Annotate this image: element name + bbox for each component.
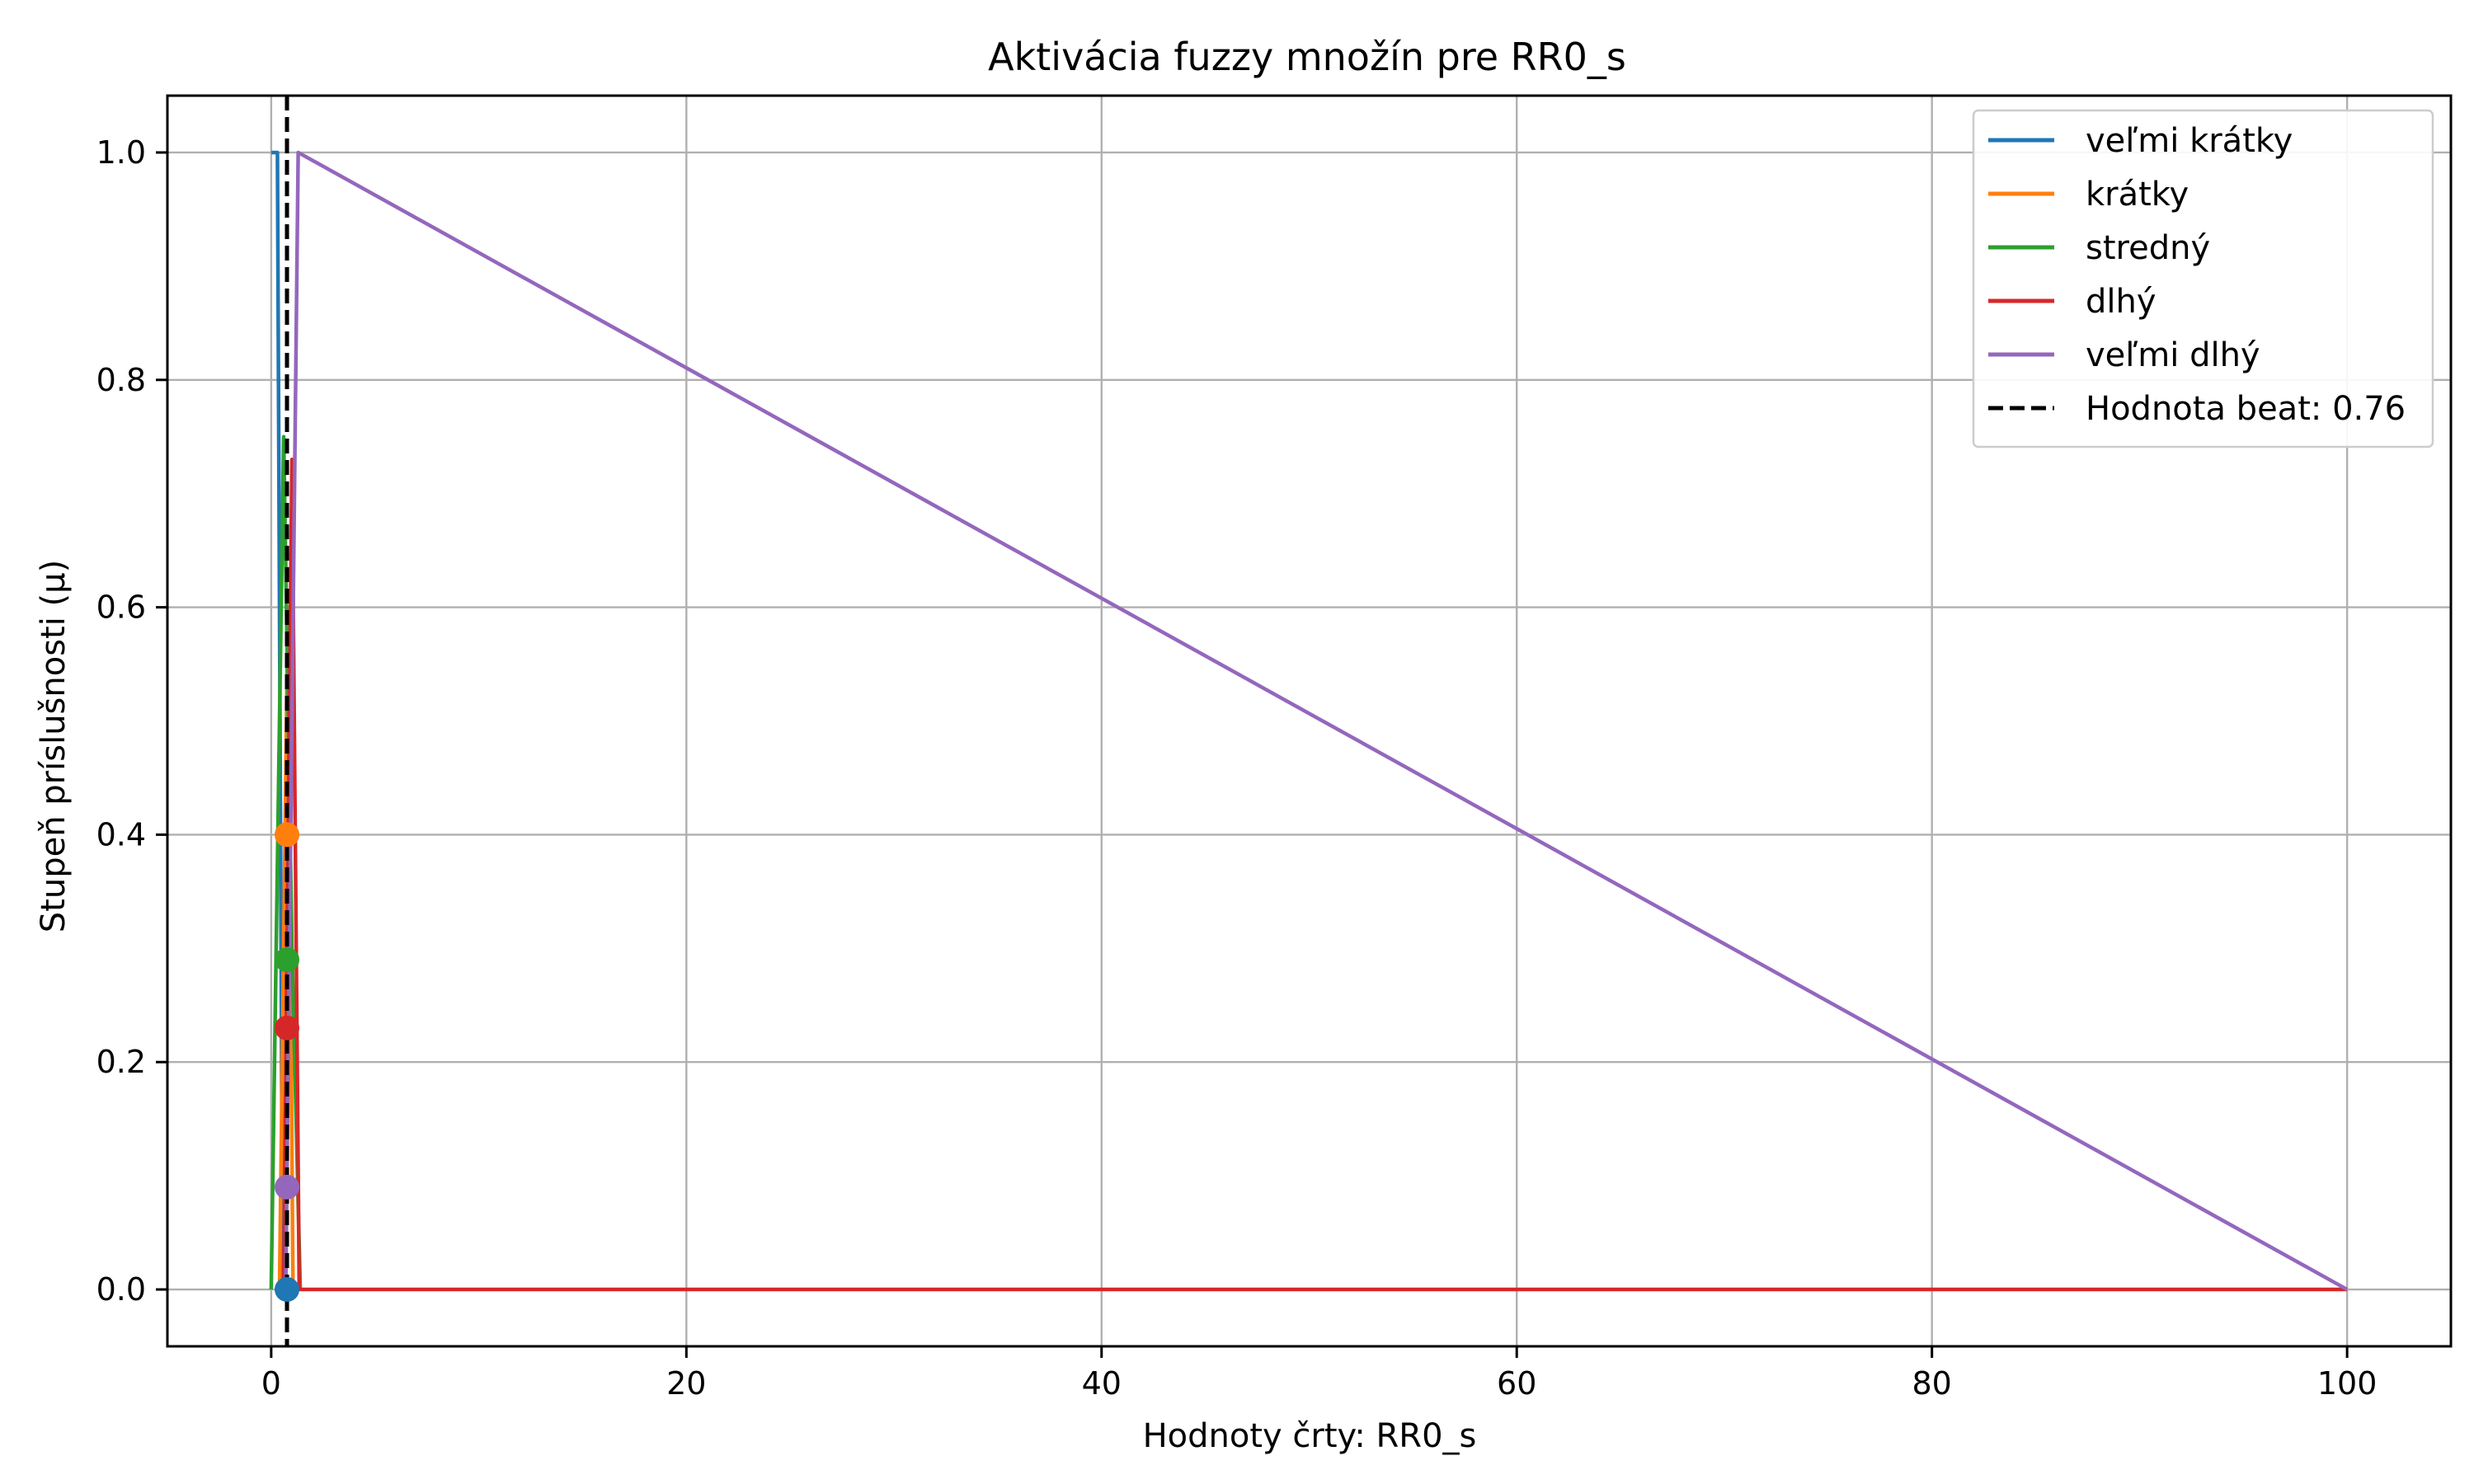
x-tick-label: 80	[1912, 1365, 1952, 1402]
y-tick-label: 0.0	[96, 1271, 146, 1308]
legend-label: krátky	[2086, 176, 2189, 214]
x-tick-label: 0	[261, 1365, 281, 1402]
series-line-4	[284, 150, 2349, 1292]
activation-marker-2	[274, 947, 299, 973]
activation-marker-0	[274, 1277, 299, 1303]
legend-label: veľmi dlhý	[2086, 336, 2260, 374]
x-axis-title: Hodnoty črty: RR0_s	[1143, 1417, 1477, 1455]
x-tick-label: 100	[2317, 1365, 2378, 1402]
activation-marker-3	[274, 1015, 299, 1040]
y-tick-label: 0.2	[96, 1044, 146, 1080]
legend-label: Hodnota beat: 0.76	[2086, 390, 2406, 428]
chart-title: Aktivácia fuzzy množín pre RR0_s	[988, 35, 1626, 79]
legend-label: veľmi krátky	[2086, 122, 2293, 160]
legend-label: stredný	[2086, 229, 2210, 267]
activation-marker-1	[274, 822, 299, 848]
series-lines	[269, 96, 2349, 1346]
x-tick-label: 60	[1497, 1365, 1536, 1402]
y-axis-title: Stupeň príslušnosti (μ)	[35, 560, 73, 932]
plot-frame	[166, 94, 2453, 1348]
y-tick-label: 1.0	[96, 134, 146, 171]
x-tick-label: 20	[666, 1365, 706, 1402]
y-tick-label: 0.4	[96, 816, 146, 852]
y-tick-label: 0.8	[96, 362, 146, 398]
legend: veľmi krátky krátky stredný dlhý veľmi dlhý H…	[1972, 109, 2434, 448]
activation-markers	[274, 822, 299, 1303]
axes: 0 20 40 60 80 100 0.0 0.2 0.4 0.6 0.8 1.0	[96, 94, 2453, 1402]
y-tick-label: 0.6	[96, 589, 146, 626]
legend-box	[1972, 109, 2434, 448]
x-tick-label: 40	[1082, 1365, 1122, 1402]
legend-label: dlhý	[2086, 283, 2157, 321]
series-line-0	[270, 150, 285, 1290]
activation-marker-4	[274, 1174, 299, 1200]
